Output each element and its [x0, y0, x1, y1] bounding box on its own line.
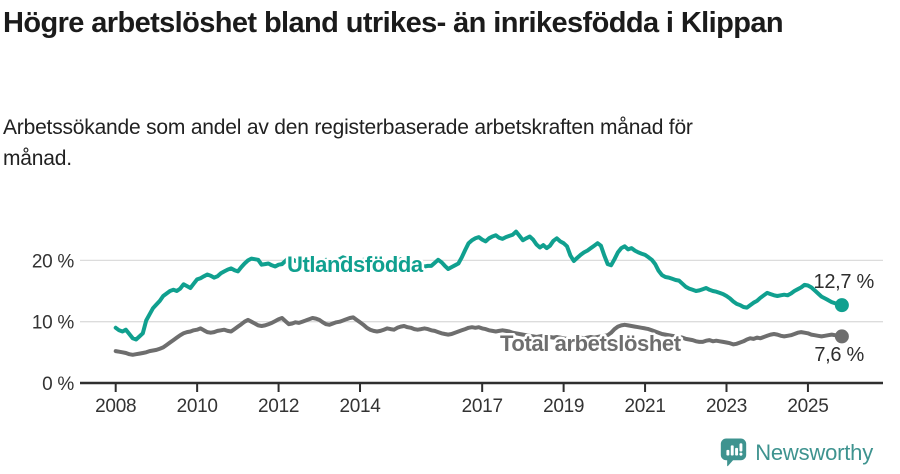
- newsworthy-logo-icon: [721, 438, 747, 467]
- series-end-value-utlandsfodda: 12,7 %: [814, 271, 875, 293]
- y-tick-label-20: 20 %: [32, 251, 75, 272]
- y-tick-label-10: 10 %: [32, 313, 75, 334]
- series-label-utlandsf-dda: Utlandsfödda: [287, 252, 424, 277]
- series-line-total-arbetsl-shet: [113, 315, 844, 357]
- x-tick-label-2017: 2017: [462, 396, 503, 417]
- series-label-total-arbetsl-shet: Total arbetslöshet: [500, 331, 682, 356]
- brand-footer: Newsworthy: [719, 436, 873, 470]
- series-end-value-total: 7,6 %: [814, 344, 864, 366]
- page-title: Högre arbetslöshet bland utrikes- än inr…: [3, 7, 784, 39]
- x-tick-label-2010: 2010: [177, 396, 218, 417]
- x-tick-label-2021: 2021: [625, 396, 666, 417]
- chart-canvas: 2008 2010 2012 2014 2017 2019 2021 2023 2025 0 % 1…: [32, 229, 883, 417]
- brand-name: Newsworthy: [755, 440, 873, 465]
- x-tick-label-2014: 2014: [339, 396, 381, 417]
- series-end-dot-total: [834, 329, 849, 344]
- x-tick-label-2019: 2019: [543, 396, 584, 417]
- series-line-utlandsf-dda: [113, 229, 844, 342]
- y-tick-label-0: 0 %: [42, 374, 74, 395]
- x-tick-label-2008: 2008: [95, 396, 136, 417]
- series-end-dot-utlandsfodda: [834, 298, 849, 313]
- x-tick-label-2012: 2012: [258, 396, 299, 417]
- x-tick-label-2023: 2023: [706, 396, 747, 417]
- line-chart: 2008 2010 2012 2014 2017 2019 2021 2023 2025 0 % 1…: [0, 198, 900, 438]
- x-tick-label-2025: 2025: [787, 396, 828, 417]
- page-subtitle: Arbetssökande som andel av den registerb…: [3, 116, 693, 170]
